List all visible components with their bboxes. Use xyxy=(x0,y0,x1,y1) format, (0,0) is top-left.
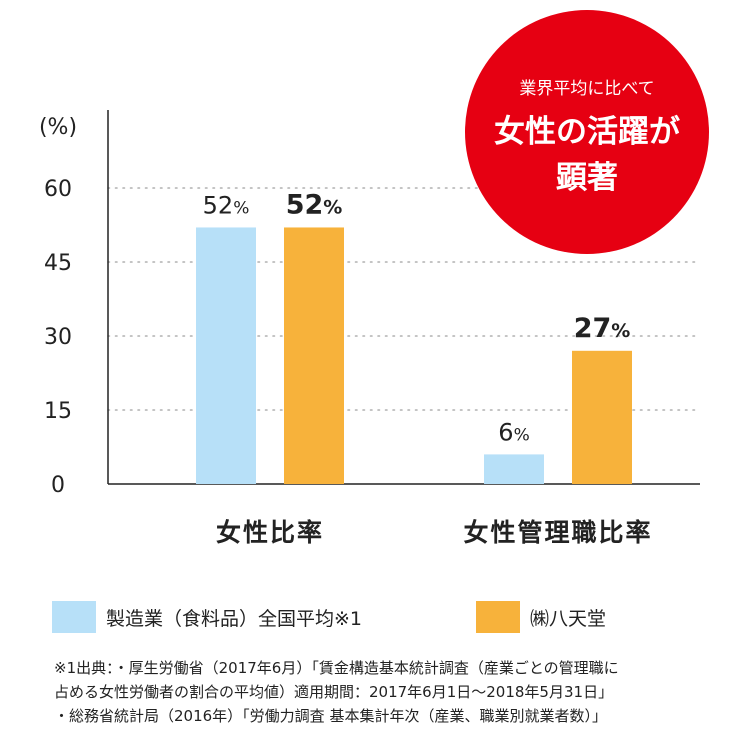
source-note-line: 占める女性労働者の割合の平均値）適用期間：2017年6月1日～2018年5月31… xyxy=(54,683,614,701)
legend-swatch-hattendo xyxy=(476,601,520,633)
y-unit-label: (%) xyxy=(39,115,77,140)
y-tick-labels: 0 15 30 45 60 xyxy=(44,177,72,498)
source-note-line: ・総務省統計局（2016年）「労働力調査 基本集計年次（産業、職業別就業者数）」 xyxy=(54,707,607,725)
legend-swatch-industry-average xyxy=(52,601,96,633)
bar-chart: 0 15 30 45 60 52% 52% 6% 27% 女性比率 女性管理職比率 (%) xyxy=(39,110,701,547)
legend-item-hattendo: ㈱八天堂 xyxy=(476,601,606,633)
legend-label-industry-average: 製造業（食料品）全国平均※1 xyxy=(106,607,363,630)
bar-industry-average xyxy=(196,227,256,484)
bar-hattendo xyxy=(572,350,632,484)
category-label: 女性管理職比率 xyxy=(463,518,652,547)
data-label: 52% xyxy=(203,191,250,219)
data-label: 52% xyxy=(286,189,343,220)
source-note-line: ※1出典：・厚生労働省（2017年6月）「賃金構造基本統計調査（産業ごとの管理職… xyxy=(54,659,619,677)
bar-industry-average xyxy=(484,454,544,484)
y-tick-label: 45 xyxy=(44,251,72,276)
y-tick-label: 0 xyxy=(51,473,65,498)
badge-line-2: 女性の活躍が xyxy=(494,114,680,150)
data-label: 6% xyxy=(498,418,529,446)
badge-line-1: 業界平均に比べて xyxy=(519,79,655,99)
y-tick-label: 30 xyxy=(44,325,72,350)
bars xyxy=(196,227,632,484)
legend-label-hattendo: ㈱八天堂 xyxy=(530,607,607,630)
y-tick-label: 15 xyxy=(44,399,72,424)
category-label: 女性比率 xyxy=(216,518,324,547)
badge-line-3: 顕著 xyxy=(556,160,618,196)
category-labels: 女性比率 女性管理職比率 xyxy=(216,518,652,547)
highlight-badge: 業界平均に比べて 女性の活躍が 顕著 xyxy=(465,10,709,254)
legend-item-industry-average: 製造業（食料品）全国平均※1 xyxy=(52,601,362,633)
data-labels: 52% 52% 6% 27% xyxy=(203,189,631,446)
bar-hattendo xyxy=(284,227,344,484)
y-tick-label: 60 xyxy=(44,177,72,202)
source-notes: ※1出典：・厚生労働省（2017年6月）「賃金構造基本統計調査（産業ごとの管理職… xyxy=(54,656,744,728)
data-label: 27% xyxy=(574,313,631,344)
